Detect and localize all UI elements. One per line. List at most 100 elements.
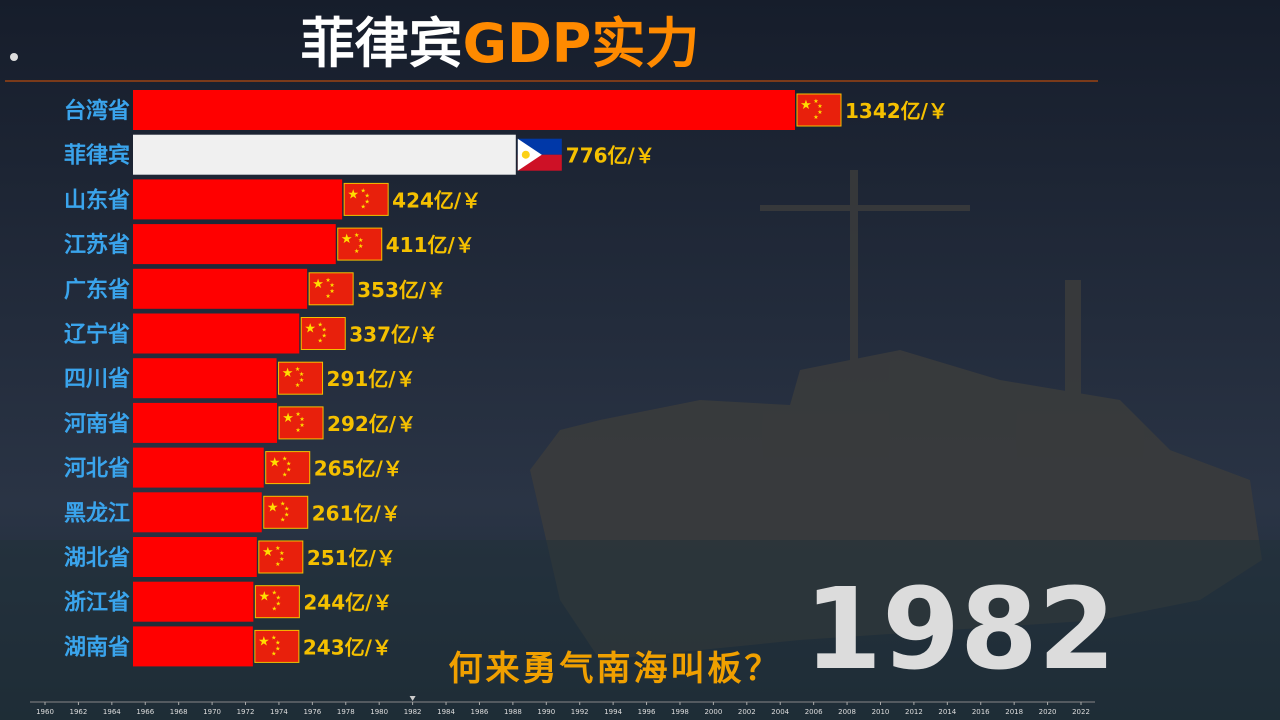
flag-star: ★: [286, 467, 291, 474]
bar: [133, 447, 264, 488]
flag: ★ ★★★★: [254, 629, 300, 663]
flag-star: ★: [304, 322, 316, 337]
timeline-tick-label: 2008: [838, 708, 856, 716]
flag-star: ★: [295, 427, 300, 434]
flag-star: ★: [284, 505, 289, 512]
timeline-tick-label: 1974: [270, 708, 288, 716]
y-tick-label: 菲律宾: [64, 143, 130, 169]
title-part: GDP实力: [463, 12, 700, 75]
flag-star: ★: [299, 416, 304, 423]
flag-star: ★: [817, 103, 822, 110]
flag: [517, 138, 562, 171]
flag-star: ★: [358, 237, 363, 244]
y-tick-label: 广东省: [64, 277, 130, 303]
y-tick-label: 河北省: [64, 457, 130, 482]
flag-star: ★: [271, 634, 276, 641]
timeline-tick-label: 1986: [471, 708, 489, 716]
flag: ★ ★★★★: [343, 182, 389, 216]
timeline-tick-label: 1972: [237, 708, 255, 716]
flag-star: ★: [282, 411, 294, 426]
flag-star: ★: [322, 333, 327, 340]
flag-star: ★: [360, 187, 365, 194]
flag: ★ ★★★★: [258, 540, 304, 574]
flag-star: ★: [813, 114, 818, 121]
value-label: 292亿/￥: [327, 412, 416, 436]
flag-field: [300, 317, 346, 350]
timeline-tick-label: 2018: [1005, 708, 1023, 716]
timeline-tick-label: 2010: [872, 708, 890, 716]
timeline-tick-label: 2000: [704, 708, 722, 716]
flag-star: ★: [354, 232, 359, 239]
value-label: 244亿/￥: [303, 591, 392, 615]
timeline-tick-label: 1994: [604, 708, 622, 716]
timeline-tick-label: 2012: [905, 708, 923, 716]
bar: [133, 268, 308, 309]
timeline-tick-label: 2006: [805, 708, 823, 716]
flag-field: [278, 406, 324, 440]
flag-field: [796, 93, 842, 127]
timeline-tick-label: 2002: [738, 708, 756, 716]
value-label: 776亿/￥: [566, 144, 655, 168]
flag-star: ★: [272, 606, 277, 613]
flag-star: ★: [279, 550, 284, 557]
title-part: 菲律宾: [301, 12, 463, 75]
flag-star: ★: [295, 411, 300, 418]
flag-star: ★: [329, 282, 334, 289]
flag-star: ★: [312, 277, 324, 292]
flag-star: ★: [280, 500, 285, 507]
value-label: 261亿/￥: [312, 501, 401, 525]
flag-star: ★: [360, 203, 365, 210]
timeline-tick-label: 1996: [638, 708, 656, 716]
timeline-tick-label: 1980: [370, 708, 388, 716]
flag-field: [265, 451, 311, 485]
flag-star: ★: [271, 650, 276, 657]
flag-star: ★: [282, 472, 287, 479]
timeline-tick-label: 1966: [136, 708, 154, 716]
flag-star: ★: [817, 109, 822, 116]
flag-star: ★: [272, 590, 277, 597]
timeline-tick-label: 2020: [1039, 708, 1057, 716]
bar: [133, 313, 300, 354]
flag-star: ★: [276, 595, 281, 602]
flag-star: ★: [275, 639, 280, 646]
timeline-tick-label: 1968: [170, 708, 188, 716]
y-tick-label: 辽宁省: [64, 322, 130, 348]
subtitle: 何来勇气南海叫板？: [449, 649, 782, 689]
flag-star: ★: [295, 366, 300, 373]
timeline-tick-label: 1976: [303, 708, 321, 716]
flag-star: ★: [282, 366, 294, 381]
timeline-tick-label: 1990: [537, 708, 555, 716]
flag-star: ★: [280, 516, 285, 523]
flag-star: ★: [262, 545, 274, 560]
bar: [133, 537, 257, 577]
flag-star: ★: [325, 277, 330, 284]
flag-star: ★: [800, 98, 812, 113]
flag-star: ★: [318, 338, 323, 345]
timeline-tick-label: 1988: [504, 708, 522, 716]
timeline-tick-label: 1998: [671, 708, 689, 716]
flag-star: ★: [354, 248, 359, 255]
flag: ★ ★★★★: [263, 495, 309, 529]
value-label: 337亿/￥: [349, 323, 438, 347]
flag: ★ ★★★★: [300, 317, 346, 350]
flag-star: ★: [341, 232, 353, 247]
value-label: 411亿/￥: [386, 233, 475, 257]
flag-star: ★: [275, 645, 280, 652]
flag-star: ★: [322, 327, 327, 334]
timeline-tick-label: 1984: [437, 708, 455, 716]
bar: [133, 224, 336, 265]
value-label: 243亿/￥: [303, 635, 392, 659]
flag-star: ★: [364, 198, 369, 205]
y-tick-label: 湖南省: [64, 635, 130, 660]
bar: [133, 358, 277, 399]
flag-star: ★: [299, 371, 304, 378]
timeline-tick-label: 2014: [938, 708, 956, 716]
flag-field: [254, 585, 300, 619]
value-label: 251亿/￥: [307, 546, 396, 570]
flag-star: ★: [276, 601, 281, 608]
y-tick-label: 河南省: [64, 412, 130, 437]
y-tick-label: 湖北省: [64, 546, 130, 571]
timeline-tick-label: 2022: [1072, 708, 1090, 716]
flag-star: ★: [299, 422, 304, 429]
